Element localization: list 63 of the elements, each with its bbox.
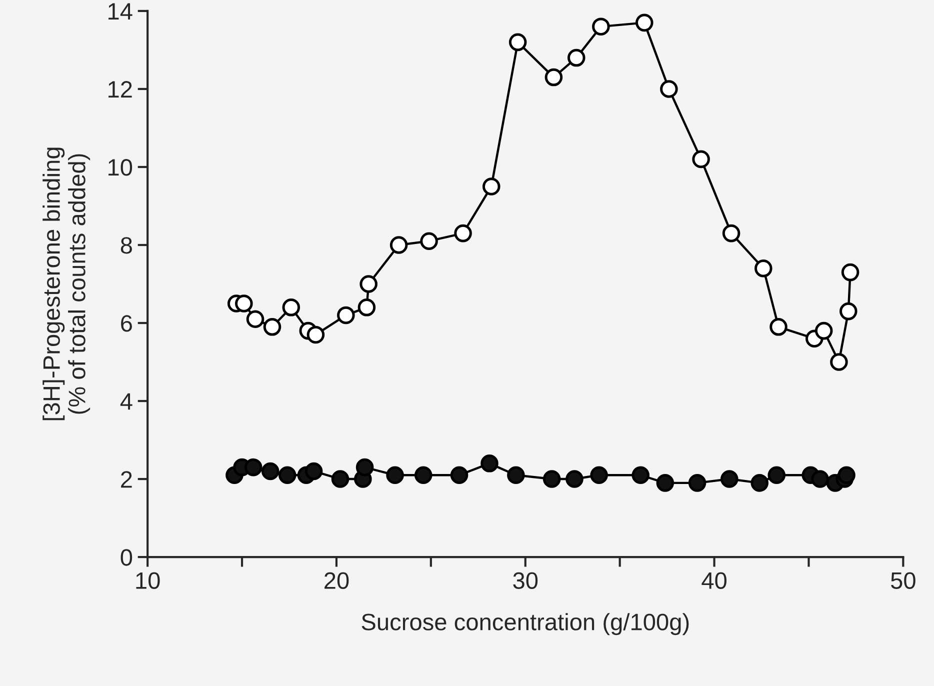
point xyxy=(386,466,404,484)
point xyxy=(770,318,788,336)
point xyxy=(567,48,586,67)
x-tick-label: 40 xyxy=(702,572,726,589)
x-tick-label: 20 xyxy=(324,572,349,589)
point xyxy=(246,310,264,328)
x-tick-label: 30 xyxy=(513,572,538,589)
point xyxy=(814,322,833,340)
point xyxy=(566,470,584,488)
x-tick-label: 10 xyxy=(136,572,160,589)
point xyxy=(635,14,654,32)
point xyxy=(244,458,262,476)
point xyxy=(750,474,768,492)
point xyxy=(841,263,860,282)
point xyxy=(331,470,350,488)
point xyxy=(454,224,472,242)
y-tick-label: 2 xyxy=(121,471,132,488)
point xyxy=(840,302,858,320)
point xyxy=(261,462,280,480)
point xyxy=(590,466,608,484)
point xyxy=(660,80,678,98)
point xyxy=(722,224,740,242)
y-tick-label: 10 xyxy=(108,159,132,176)
x-axis-title: Sucrose concentration (g/100g) xyxy=(362,613,689,636)
point xyxy=(811,470,829,488)
point xyxy=(360,275,378,293)
point xyxy=(306,326,325,344)
point xyxy=(720,470,738,488)
point xyxy=(830,353,848,371)
point xyxy=(480,454,498,472)
point xyxy=(768,466,786,484)
point xyxy=(542,470,561,488)
point xyxy=(632,466,650,484)
point xyxy=(507,466,525,484)
point xyxy=(282,298,300,316)
point xyxy=(754,260,772,278)
point xyxy=(544,68,563,86)
y-axis-title: [3H]-Progesterone binding (% of total counts added) xyxy=(42,148,90,420)
point xyxy=(414,466,432,484)
y-tick-label: 4 xyxy=(120,393,132,410)
y-tick-label: 8 xyxy=(120,237,132,254)
point xyxy=(592,18,610,36)
point xyxy=(688,474,706,492)
point xyxy=(263,318,282,336)
point xyxy=(692,150,710,168)
point xyxy=(390,236,408,254)
point xyxy=(508,33,527,52)
y-tick-label: 14 xyxy=(108,3,132,20)
point xyxy=(358,298,376,316)
point xyxy=(304,462,323,480)
point xyxy=(420,232,438,250)
point xyxy=(656,474,674,492)
point xyxy=(337,306,355,324)
y-tick-label: 12 xyxy=(108,81,132,98)
y-tick-label: 6 xyxy=(121,315,132,332)
y-tick-label: 0 xyxy=(120,549,132,566)
x-tick-label: 50 xyxy=(890,572,916,589)
point xyxy=(356,458,374,476)
point xyxy=(278,466,296,484)
point xyxy=(838,466,856,484)
point xyxy=(235,294,253,312)
point xyxy=(482,178,500,196)
point xyxy=(450,466,468,484)
